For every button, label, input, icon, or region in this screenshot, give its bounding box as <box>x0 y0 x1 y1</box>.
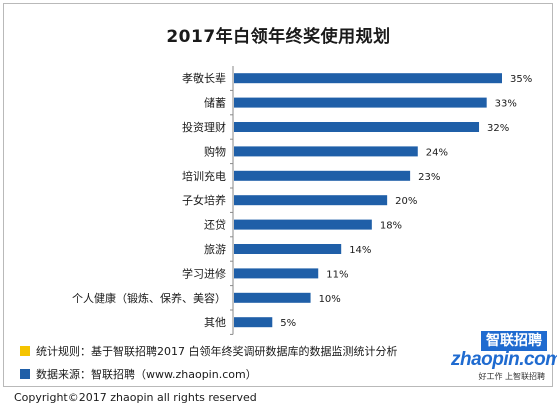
category-label: 培训充电 <box>182 169 226 183</box>
category-label: 储蓄 <box>204 96 226 110</box>
logo-wordmark: zhaopin.com <box>451 349 557 370</box>
value-label: 32% <box>487 123 509 134</box>
category-label: 还贷 <box>204 218 226 232</box>
chart-frame <box>3 3 553 387</box>
value-label: 18% <box>380 221 402 232</box>
chart-title: 2017年白领年终奖使用规划 <box>166 27 391 47</box>
bar <box>234 244 342 254</box>
logo-brand-box: 智联招聘 <box>481 331 547 351</box>
legend-swatch-yellow <box>20 346 30 356</box>
value-label: 35% <box>510 74 532 85</box>
copyright-text: Copyright©2017 zhaopin all rights reserv… <box>14 391 257 404</box>
bar <box>234 195 388 206</box>
value-label: 10% <box>319 294 341 305</box>
value-label: 11% <box>326 269 348 280</box>
bar <box>234 317 273 328</box>
bar <box>234 146 418 157</box>
zhaopin-logo: 智联招聘 zhaopin.com 好工作 上智联招聘 <box>451 331 557 385</box>
value-label: 23% <box>418 172 440 183</box>
category-label: 孝敬长辈 <box>182 71 226 85</box>
legend-text-source: 数据来源：智联招聘（www.zhaopin.com） <box>36 368 257 381</box>
legend-text-rule: 统计规则：基于智联招聘2017 白领年终奖调研数据库的数据监测统计分析 <box>36 345 398 358</box>
value-label: 5% <box>280 318 296 329</box>
category-label: 子女培养 <box>182 193 226 207</box>
category-label: 购物 <box>204 144 226 158</box>
bar <box>234 292 311 303</box>
legend-item-source: 数据来源：智联招聘（www.zhaopin.com） <box>20 366 257 382</box>
value-label: 20% <box>395 196 417 207</box>
bar <box>234 268 319 279</box>
bar <box>234 122 480 132</box>
legend-swatch-blue <box>20 369 30 379</box>
value-label: 14% <box>349 245 371 256</box>
value-label: 24% <box>426 147 448 158</box>
category-label: 旅游 <box>204 242 226 256</box>
bar <box>234 73 502 84</box>
legend-item-rule: 统计规则：基于智联招聘2017 白领年终奖调研数据库的数据监测统计分析 <box>20 343 398 359</box>
bar <box>234 219 372 230</box>
category-label: 个人健康（锻炼、保养、美容） <box>72 291 226 305</box>
value-label: 33% <box>495 99 517 110</box>
bar-chart: 孝敬长辈 35% 储蓄 33% 投资理财 32% 购物 24% 培训充电 23% 子女培养 20% 还贷… <box>72 66 532 335</box>
category-label: 其他 <box>204 316 226 329</box>
bar <box>234 97 487 108</box>
category-label: 投资理财 <box>182 120 226 134</box>
bar <box>234 170 411 181</box>
category-label: 学习进修 <box>182 266 226 280</box>
logo-slogan: 好工作 上智联招聘 <box>478 372 545 381</box>
